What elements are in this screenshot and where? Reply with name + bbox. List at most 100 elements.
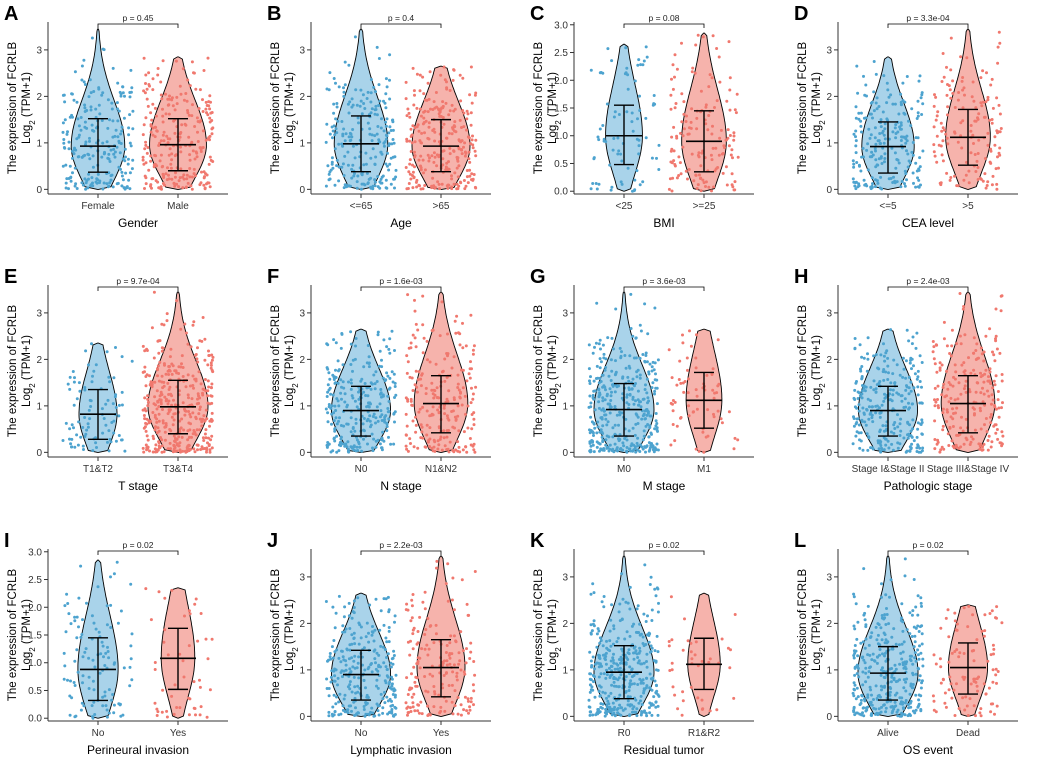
data-point	[174, 369, 178, 373]
data-point	[729, 153, 733, 157]
data-point	[453, 704, 457, 708]
data-point	[982, 350, 986, 354]
data-point	[624, 675, 628, 679]
data-point	[194, 174, 197, 178]
data-point	[644, 136, 648, 140]
data-point	[151, 102, 155, 106]
data-point	[381, 430, 385, 434]
data-point	[326, 164, 330, 168]
data-point	[874, 142, 878, 146]
data-point	[392, 654, 396, 657]
data-point	[423, 675, 427, 678]
data-point	[163, 395, 167, 399]
data-point	[934, 400, 938, 404]
data-point	[903, 182, 906, 186]
data-point	[202, 414, 206, 418]
data-point	[144, 116, 148, 120]
data-point	[940, 153, 944, 157]
data-point	[608, 411, 612, 415]
data-point	[642, 413, 646, 417]
group-first: R0	[587, 555, 661, 739]
data-point	[359, 88, 363, 92]
data-point	[114, 346, 117, 349]
data-point	[449, 634, 453, 638]
data-point	[431, 176, 435, 180]
data-point	[880, 403, 884, 407]
p-value-label: p = 3.3e-04	[906, 13, 950, 23]
data-point	[152, 165, 156, 169]
data-point	[945, 369, 948, 373]
data-point	[151, 88, 155, 92]
data-point	[591, 182, 595, 185]
data-point	[94, 363, 98, 367]
data-point	[670, 161, 674, 165]
data-point	[380, 117, 383, 121]
data-point	[460, 578, 464, 582]
data-point	[390, 682, 394, 686]
data-point	[382, 439, 386, 443]
data-point	[333, 626, 337, 630]
data-point	[417, 711, 421, 715]
data-point	[979, 346, 983, 350]
data-point	[112, 431, 116, 435]
data-point	[433, 155, 437, 159]
data-point	[611, 656, 615, 660]
data-point	[727, 40, 731, 44]
data-point	[387, 168, 391, 172]
data-point	[332, 419, 336, 423]
y-axis-label-log: Log	[284, 388, 296, 407]
data-point	[124, 171, 128, 175]
data-point	[168, 355, 172, 359]
data-point	[721, 171, 725, 175]
data-point	[591, 431, 595, 435]
data-point	[920, 93, 924, 97]
data-point	[466, 181, 470, 185]
data-point	[613, 110, 617, 114]
data-point	[620, 350, 623, 354]
data-point	[373, 657, 377, 661]
data-point	[627, 379, 631, 383]
data-point	[863, 389, 867, 393]
data-point	[638, 183, 642, 187]
data-point	[172, 418, 176, 422]
data-point	[428, 445, 431, 448]
data-point	[144, 182, 148, 186]
data-point	[911, 141, 915, 144]
data-point	[105, 182, 109, 186]
data-point	[120, 438, 124, 442]
data-point	[945, 394, 948, 398]
data-point	[194, 433, 198, 437]
data-point	[624, 600, 628, 604]
data-point	[332, 669, 336, 673]
data-point	[127, 133, 131, 137]
data-point	[376, 125, 380, 128]
data-point	[380, 419, 384, 422]
data-point	[116, 181, 120, 185]
data-point	[177, 435, 181, 439]
data-point	[87, 172, 91, 176]
data-point	[964, 379, 968, 383]
data-point	[174, 59, 178, 63]
data-point	[113, 661, 117, 665]
data-point	[369, 185, 373, 189]
data-point	[79, 128, 83, 132]
data-point	[592, 397, 596, 401]
data-point	[73, 166, 77, 170]
data-point	[892, 423, 896, 427]
data-point	[142, 162, 146, 166]
data-point	[197, 412, 201, 416]
data-point	[611, 658, 615, 662]
data-point	[354, 417, 358, 421]
data-point	[656, 650, 660, 654]
y-axis-label-subscript: 2	[818, 120, 827, 125]
data-point	[898, 373, 902, 377]
data-point	[335, 102, 339, 105]
p-value-label: p = 0.08	[649, 13, 680, 23]
data-point	[440, 300, 444, 304]
data-point	[644, 450, 647, 454]
data-point	[464, 344, 468, 348]
data-point	[99, 652, 103, 656]
data-point	[343, 605, 347, 609]
data-point	[445, 375, 449, 379]
data-point	[890, 442, 894, 446]
